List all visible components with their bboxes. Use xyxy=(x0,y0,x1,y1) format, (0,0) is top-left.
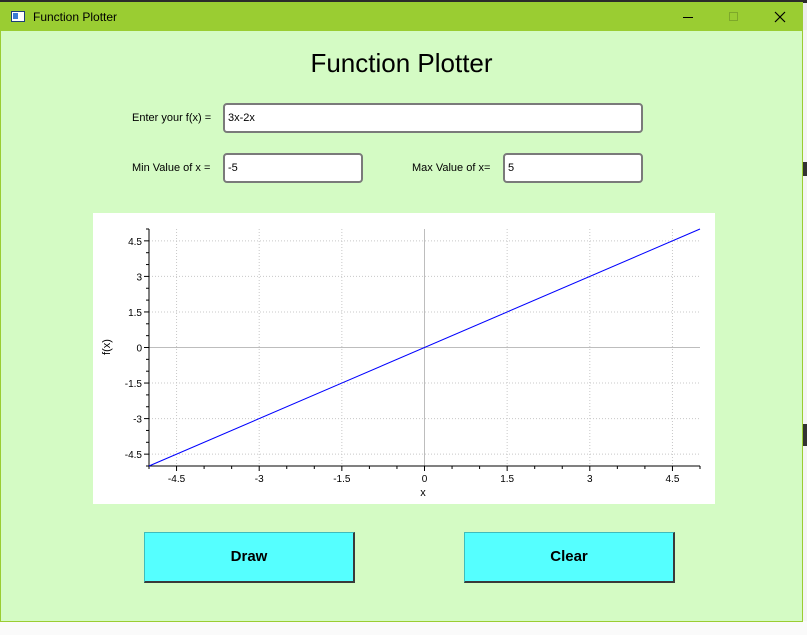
page-title: Function Plotter xyxy=(310,48,493,78)
y-tick-label: 4.5 xyxy=(128,237,142,248)
maximize-button[interactable] xyxy=(711,3,757,31)
max-x-label: Max Value of x= xyxy=(412,162,491,174)
x-tick-label: -1.5 xyxy=(333,474,351,485)
fx-label: Enter your f(x) = xyxy=(132,112,212,124)
clear-button[interactable]: Clear xyxy=(464,532,675,583)
min-x-label: Min Value of x = xyxy=(132,162,211,174)
x-tick-label: -4.5 xyxy=(168,474,186,485)
desktop-background-mark xyxy=(803,424,807,446)
x-tick-label: 3 xyxy=(587,474,593,485)
y-tick-label: 0 xyxy=(136,344,142,355)
window-title: Function Plotter xyxy=(33,10,118,24)
y-tick-label: 1.5 xyxy=(128,308,142,319)
y-axis-label: f(x) xyxy=(101,339,113,355)
title-bar[interactable]: Function Plotter xyxy=(1,3,802,31)
max-x-input[interactable]: 5 xyxy=(503,153,643,183)
function-plot: -4.5 -3 -1.5 0 1.5 3 4.5 4.5 3 1.5 0 -1.5 -3 -4.5 x f… xyxy=(101,228,701,499)
plot-area: -4.5 -3 -1.5 0 1.5 3 4.5 4.5 3 1.5 0 -1.5 -3 -4.5 x f… xyxy=(93,213,715,504)
x-tick-label: 4.5 xyxy=(665,474,679,485)
function-curve xyxy=(148,228,701,467)
y-tick-label: 3 xyxy=(136,272,142,283)
grid xyxy=(149,229,700,466)
x-axis-label: x xyxy=(420,487,426,499)
draw-button[interactable]: Draw xyxy=(144,532,355,583)
app-window: Function Plotter Function Plotter Enter … xyxy=(0,2,803,622)
series xyxy=(148,228,701,467)
tick-labels: -4.5 -3 -1.5 0 1.5 3 4.5 4.5 3 1.5 0 -1.5 -3 -4.5 xyxy=(125,237,680,485)
desktop-background-right xyxy=(803,30,807,635)
y-tick-label: -3 xyxy=(133,415,142,426)
desktop-background-bottom xyxy=(0,621,807,635)
minimize-button[interactable] xyxy=(665,3,711,31)
x-tick-label: 1.5 xyxy=(500,474,514,485)
x-tick-label: -3 xyxy=(255,474,264,485)
min-x-input[interactable]: -5 xyxy=(223,153,363,183)
x-tick-label: 0 xyxy=(422,474,428,485)
close-button[interactable] xyxy=(757,3,803,31)
close-icon xyxy=(774,11,786,23)
desktop-background-top xyxy=(0,0,807,3)
y-tick-label: -4.5 xyxy=(125,450,143,461)
fx-input[interactable]: 3x-2x xyxy=(223,103,643,133)
y-tick-label: -1.5 xyxy=(125,379,143,390)
desktop-background-mark xyxy=(803,162,807,176)
app-icon xyxy=(11,11,25,22)
tick-marks xyxy=(144,228,701,471)
